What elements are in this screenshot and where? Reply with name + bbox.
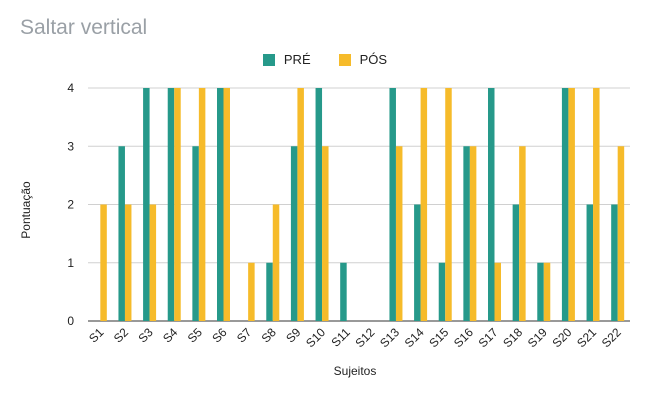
bar-pre [315, 88, 323, 321]
bar-pos [395, 146, 403, 321]
x-tick-label: S12 [352, 325, 377, 350]
bar-pos [174, 88, 181, 321]
bar-pos [445, 88, 452, 321]
x-tick-label: S17 [476, 325, 501, 350]
x-tick-label: S9 [283, 325, 304, 346]
bar-pre [611, 204, 618, 321]
bar-pre [167, 88, 175, 321]
bar-pre [217, 88, 224, 321]
legend-item-pos[interactable]: PÓS [338, 52, 388, 67]
legend-swatch-pos [338, 53, 351, 66]
bar-pre [290, 146, 298, 321]
x-tick-label: S19 [525, 325, 550, 350]
bar-pos [248, 262, 255, 321]
x-tick-label: S18 [500, 325, 525, 350]
bar-pre [561, 88, 569, 321]
legend-swatch-pre [262, 53, 275, 66]
bar-pos [593, 88, 600, 321]
x-tick-label: S14 [402, 325, 427, 350]
y-tick-label: 3 [67, 139, 74, 153]
legend-label-pos: PÓS [359, 52, 388, 67]
x-tick-label: S2 [111, 325, 132, 346]
bar-pre [438, 262, 446, 321]
x-tick-label: S11 [328, 325, 353, 350]
x-tick-label: S4 [160, 325, 181, 346]
bar-pos [322, 146, 329, 321]
x-tick-label: S8 [259, 325, 280, 346]
legend-label-pre: PRÉ [283, 52, 311, 67]
bar-pos [617, 146, 625, 321]
bar-pos [297, 88, 304, 321]
y-tick-label: 2 [67, 198, 74, 212]
chart-title: Saltar vertical [20, 16, 148, 39]
x-tick-label: S15 [426, 325, 451, 350]
bar-pos [469, 146, 477, 321]
x-tick-label: S22 [599, 325, 624, 350]
x-tick-label: S6 [209, 325, 230, 346]
bar-pre [118, 146, 125, 321]
bar-pos [568, 88, 575, 321]
legend-item-pre[interactable]: PRÉ [262, 52, 311, 67]
x-axis-label: Sujeitos [333, 364, 377, 378]
x-tick-label: S3 [135, 325, 156, 346]
bar-pos [272, 204, 280, 321]
y-axis-label: Pontuação [19, 181, 33, 239]
x-tick-label: S16 [451, 325, 476, 350]
bar-pos [519, 146, 526, 321]
y-tick-label: 1 [67, 256, 74, 270]
bar-pre [463, 146, 470, 321]
bar-pos [149, 204, 157, 321]
bar-pre [340, 262, 347, 321]
bar-pos [223, 88, 230, 321]
bar-pre [586, 204, 594, 321]
bar-pos [100, 204, 107, 321]
bar-pos [543, 262, 551, 321]
x-tick-label: S20 [550, 325, 575, 350]
bar-pre [512, 204, 520, 321]
bar-pre [143, 88, 150, 321]
x-tick-label: S7 [234, 325, 255, 346]
x-tick-label: S21 [574, 325, 599, 350]
bar-pre [192, 146, 199, 321]
y-tick-label: 0 [67, 314, 74, 328]
bar-pre [488, 88, 495, 321]
bar-pos [494, 262, 501, 321]
bar-pre [266, 262, 273, 321]
legend: PRÉ PÓS [0, 52, 650, 67]
x-tick-label: S13 [377, 325, 402, 350]
y-tick-label: 4 [67, 81, 74, 95]
bar-pre [537, 262, 544, 321]
bar-pre [414, 204, 421, 321]
bar-pos [124, 204, 132, 321]
x-tick-label: S5 [185, 325, 206, 346]
bar-pos [198, 88, 206, 321]
x-tick-label: S10 [303, 325, 328, 350]
x-tick-label: S1 [86, 325, 107, 346]
bar-pos [420, 88, 428, 321]
bar-pre [389, 88, 396, 321]
